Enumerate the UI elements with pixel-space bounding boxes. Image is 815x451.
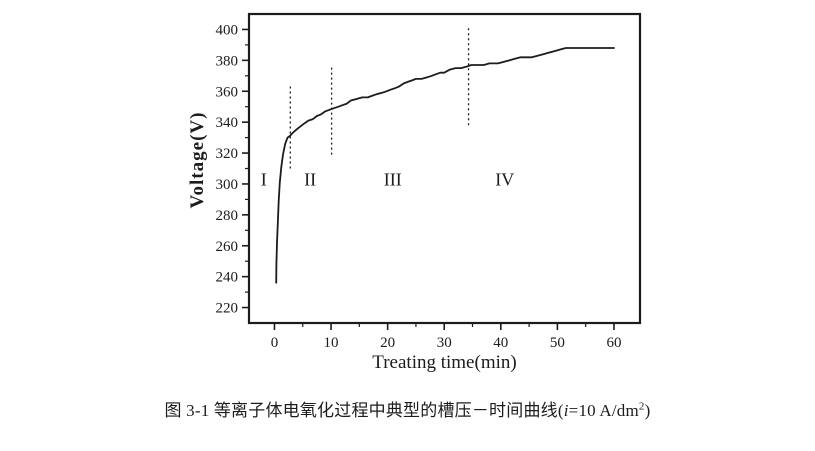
- y-axis-title: Voltage(V): [187, 112, 208, 209]
- y-tick-label: 280: [216, 208, 239, 224]
- y-tick-label: 340: [216, 115, 239, 131]
- voltage-time-chart-svg: 0 10 20 30 40 50 60 220 240 260 280 300 320 340 360 380…: [187, 12, 642, 373]
- y-tick-label: 220: [216, 301, 239, 317]
- x-axis-title: Treating time(min): [372, 352, 516, 373]
- y-tick-label: 400: [216, 22, 239, 38]
- x-tick-label: 40: [493, 335, 508, 351]
- x-tick-label: 30: [437, 335, 452, 351]
- x-tick-label: 60: [606, 335, 621, 351]
- x-tick-label: 50: [550, 335, 565, 351]
- caption-text: 图 3-1 等离子体电氧化过程中典型的槽压－时间曲线(: [164, 401, 564, 420]
- caption-current-density-symbol: i: [563, 401, 569, 420]
- y-tick-label: 320: [216, 146, 239, 162]
- x-tick-label: 10: [324, 335, 339, 351]
- y-tick-label: 260: [216, 239, 239, 255]
- region-label: II: [304, 169, 316, 189]
- caption-close-paren: ): [644, 401, 651, 420]
- voltage-time-chart: 0 10 20 30 40 50 60 220 240 260 280 300 320 340 360 380…: [187, 12, 642, 373]
- y-tick-label: 360: [216, 84, 239, 100]
- y-tick-label: 380: [216, 53, 239, 69]
- y-tick-label: 300: [216, 177, 239, 193]
- caption-value-text: =10 A/dm: [568, 401, 639, 420]
- caption-exponent: 2: [638, 400, 645, 413]
- region-label: III: [384, 169, 402, 189]
- x-tick-label: 20: [380, 335, 395, 351]
- y-tick-label: 240: [216, 270, 239, 286]
- region-label: IV: [495, 169, 514, 189]
- x-tick-label: 0: [271, 335, 279, 351]
- region-label: I: [261, 169, 267, 189]
- figure-caption: 图 3-1 等离子体电氧化过程中典型的槽压－时间曲线(i=10 A/dm2): [0, 396, 815, 421]
- voltage-curve: [275, 47, 615, 284]
